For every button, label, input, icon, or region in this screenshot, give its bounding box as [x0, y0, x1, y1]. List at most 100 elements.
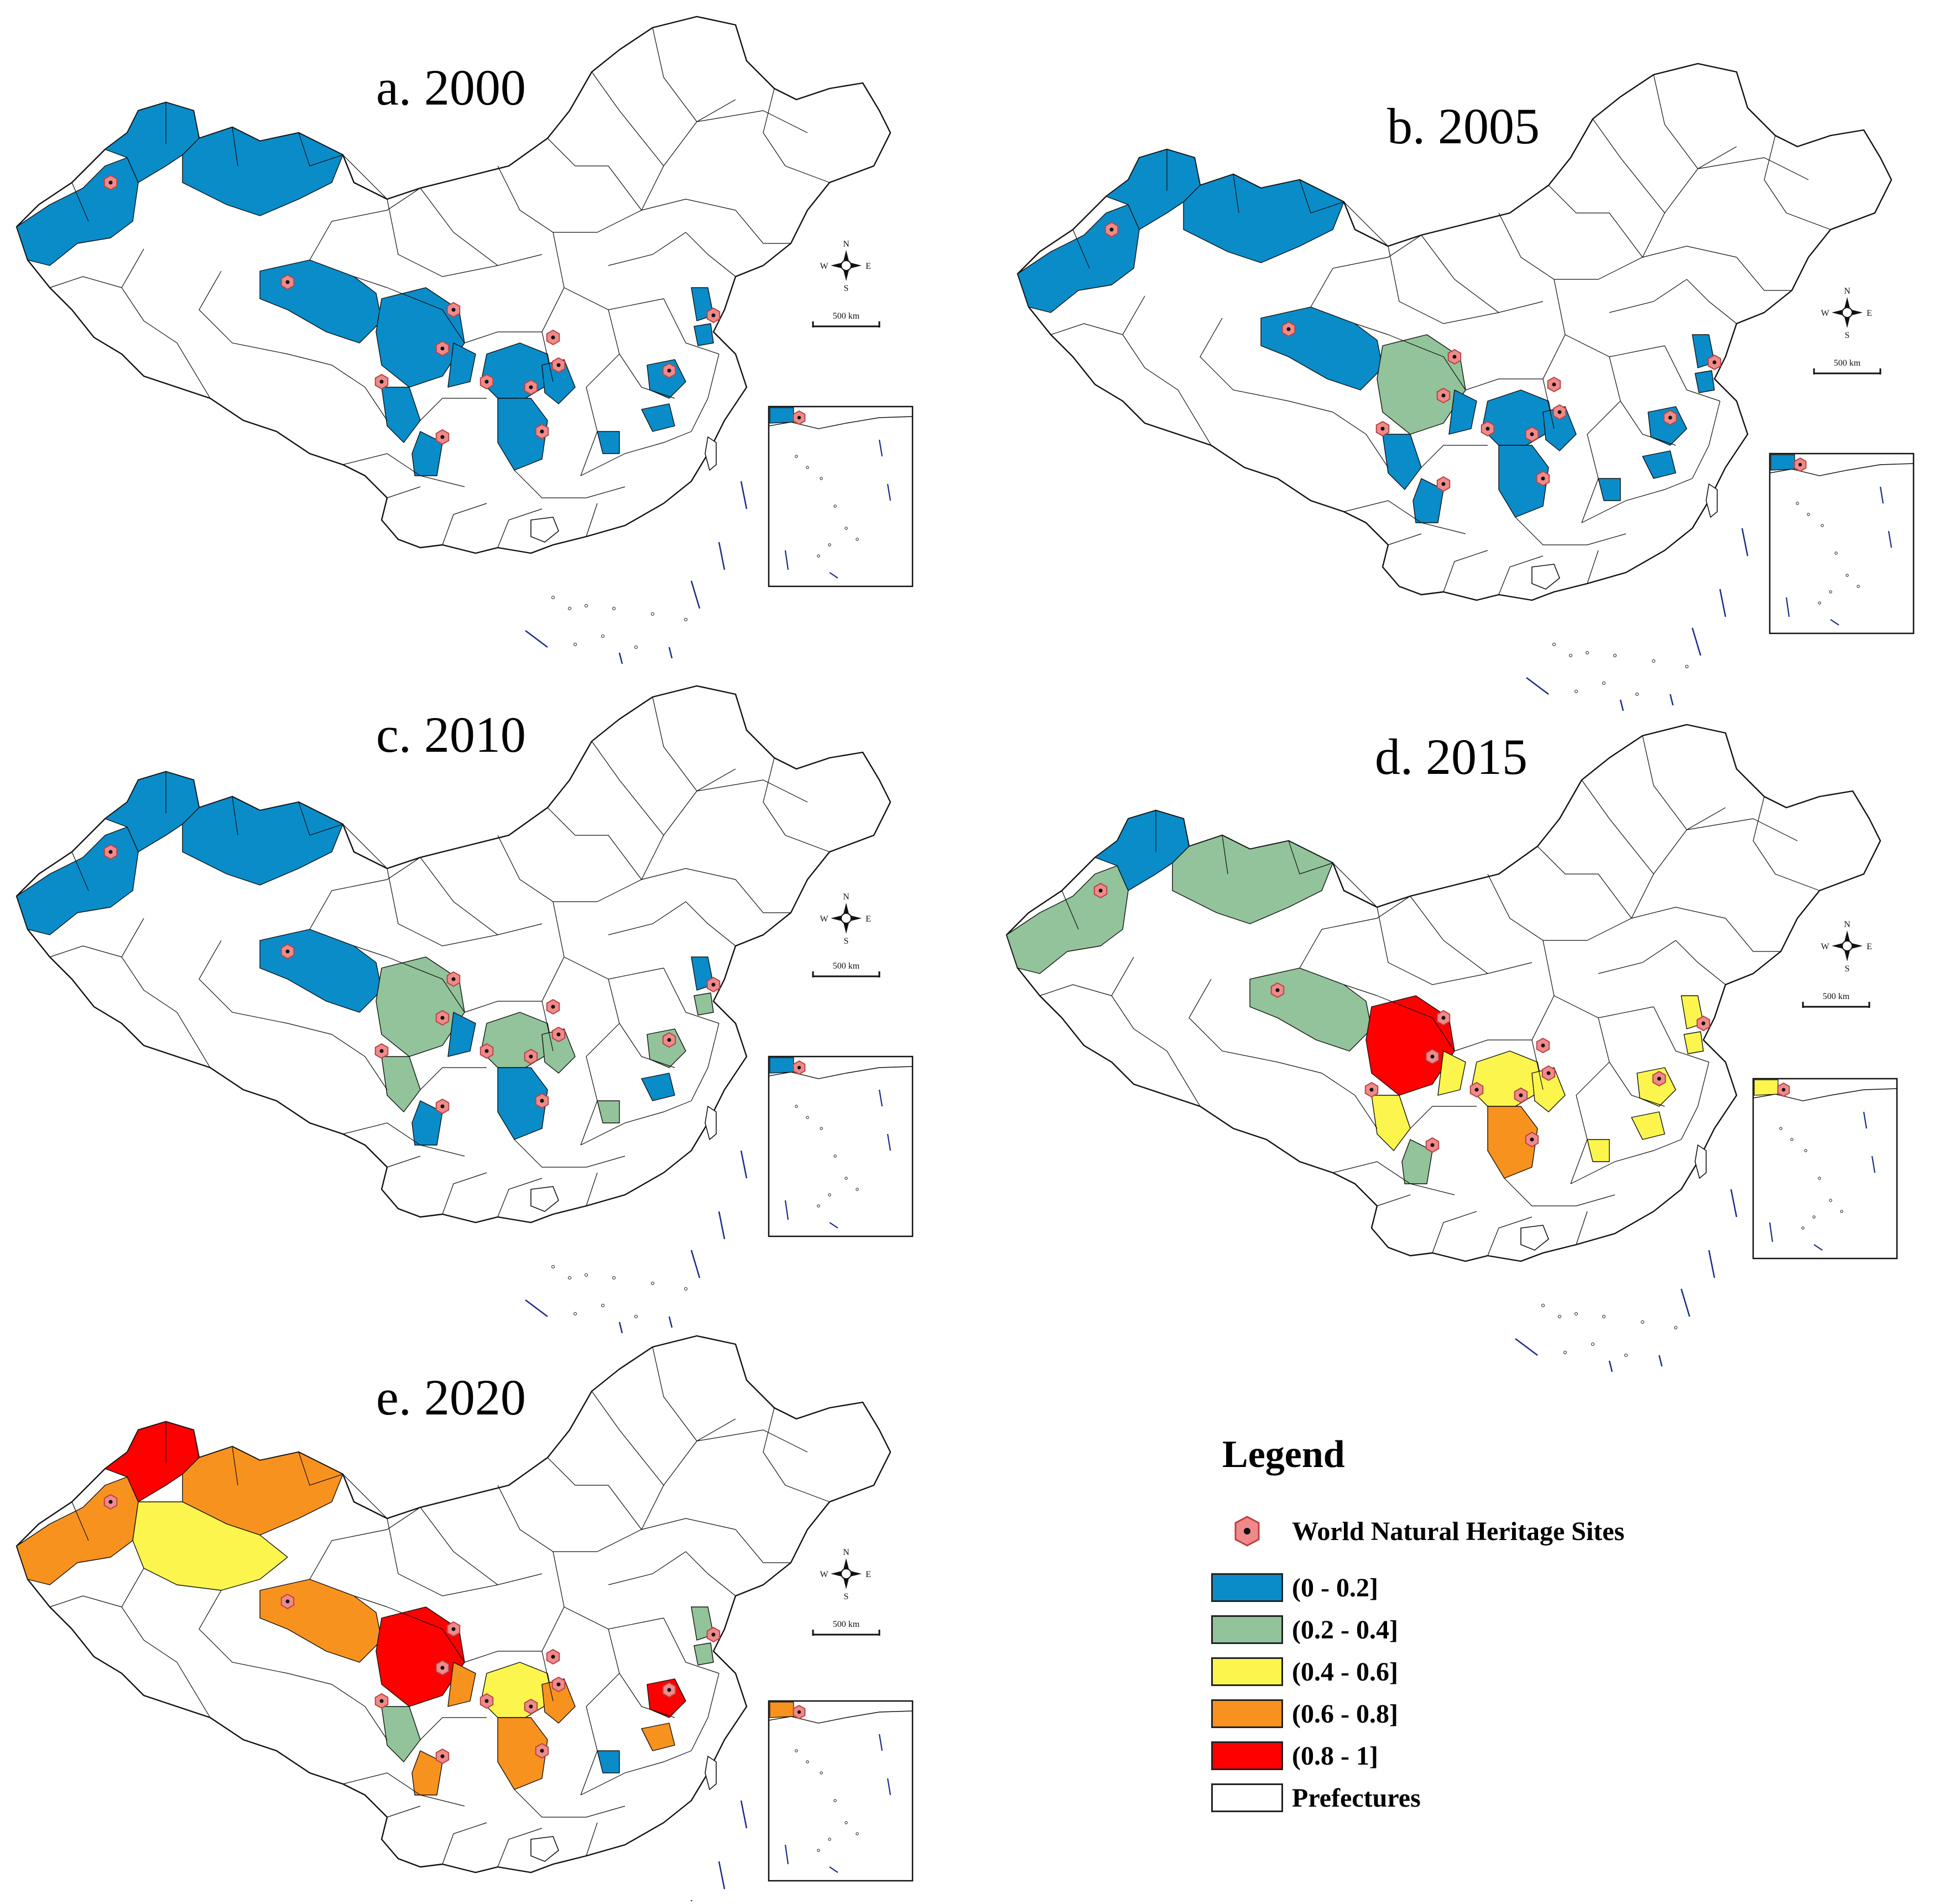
taiwan-outline	[1695, 1144, 1707, 1179]
inset-region	[1770, 454, 1795, 471]
prefecture-boundary	[298, 1452, 343, 1486]
prefecture-boundary	[608, 979, 675, 1068]
heritage-site-marker	[280, 1593, 295, 1610]
compass-label-w: W	[1821, 942, 1829, 951]
panel-title-2020: e. 2020	[376, 1369, 526, 1426]
boundary-dash	[690, 580, 701, 609]
island	[601, 1304, 604, 1307]
prefecture-boundary	[49, 1595, 122, 1608]
island	[1563, 1351, 1567, 1354]
boundary-dash	[1680, 1288, 1691, 1317]
legend-label-class-4: (0.6 - 0.8]	[1292, 1699, 1398, 1729]
prefecture-boundary	[1609, 356, 1676, 446]
prefecture-boundary	[1598, 940, 1676, 974]
heritage-site-marker	[374, 373, 389, 390]
compass-label-s: S	[844, 1592, 849, 1601]
prefecture-boundary	[1725, 918, 1781, 952]
heritage-site-marker	[435, 1748, 450, 1765]
prefecture-boundary	[652, 696, 697, 792]
prefecture-boundary	[1570, 1139, 1682, 1184]
prefecture-boundary	[1515, 517, 1627, 545]
scale-bar: 500 km	[812, 311, 880, 327]
prefecture-boundary	[597, 199, 736, 233]
inset-region	[769, 407, 794, 424]
prefecture-boundary	[1598, 1017, 1665, 1107]
prefecture-boundary	[353, 945, 388, 958]
prefecture-boundary	[1343, 500, 1466, 534]
hainan-outline	[1520, 1225, 1549, 1251]
prefecture-boundary	[514, 1789, 625, 1818]
prefecture-boundary	[497, 835, 597, 902]
region-xj-northeast	[182, 796, 343, 886]
region-guangxi	[597, 431, 620, 454]
prefecture-boundary	[547, 138, 642, 211]
taiwan-outline	[1706, 483, 1718, 518]
heritage-site-marker	[1436, 387, 1451, 404]
north-arrow-icon: N S E W	[820, 240, 870, 293]
region-jiangxi	[647, 359, 686, 399]
prefecture-boundary	[232, 127, 238, 167]
prefecture-boundary	[1653, 74, 1698, 169]
prefecture-boundary	[1736, 257, 1792, 291]
prefecture-boundary	[1537, 846, 1632, 919]
heritage-site-marker	[1425, 1137, 1440, 1153]
prefecture-boundary	[663, 1617, 720, 1674]
prefecture-boundary	[652, 1346, 697, 1442]
prefecture-boundary	[442, 1822, 487, 1865]
prefecture-boundary	[387, 1518, 498, 1596]
heritage-site-marker	[1481, 420, 1495, 437]
boundary-dash	[740, 1150, 748, 1179]
island	[574, 643, 577, 646]
prefecture-boundary	[1299, 179, 1344, 214]
heritage-site-marker	[446, 971, 461, 987]
prefecture-boundary	[735, 210, 791, 244]
island	[1575, 690, 1578, 693]
prefecture-boundary	[1697, 157, 1809, 180]
heritage-site-marker	[435, 429, 450, 445]
heritage-site-marker	[524, 1698, 538, 1715]
prefecture-boundary	[580, 1750, 692, 1796]
prefecture-boundary	[1465, 378, 1543, 391]
compass-label-w: W	[1821, 309, 1829, 318]
region-sichuan-east	[447, 342, 476, 388]
heritage-site-marker	[103, 1494, 118, 1510]
prefecture-boundary	[342, 453, 465, 487]
prefecture-boundary	[591, 71, 664, 167]
legend-swatch-prefectures	[1211, 1783, 1283, 1812]
region-fujian	[641, 1073, 675, 1101]
boundary-dash	[1658, 1355, 1663, 1367]
prefecture-boundary	[497, 1485, 597, 1552]
heritage-site-marker	[1696, 1015, 1711, 1032]
boundary-dash	[1719, 589, 1727, 617]
region-fujian	[641, 403, 675, 432]
heritage-site-marker	[551, 357, 566, 373]
hainan-outline	[1531, 564, 1560, 590]
scale-bar: 500 km	[1802, 992, 1870, 1008]
compass-label-e: E	[866, 914, 871, 924]
region-jiangsu	[694, 1642, 714, 1666]
island	[1685, 665, 1688, 668]
prefecture-boundary	[1592, 118, 1665, 214]
heritage-site-marker	[1375, 420, 1390, 437]
heritage-site-marker	[479, 373, 494, 390]
heritage-site-marker	[546, 1648, 560, 1665]
legend-swatch-class-5	[1211, 1741, 1283, 1770]
prefecture-boundary	[641, 1418, 736, 1530]
prefecture-boundary	[663, 298, 720, 355]
island	[1602, 682, 1605, 685]
compass-label-n: N	[1844, 920, 1850, 929]
prefecture-boundary	[1377, 907, 1488, 985]
prefecture-boundary	[580, 1023, 620, 1146]
prefecture-boundary	[387, 287, 465, 344]
prefecture-boundary	[1222, 835, 1228, 875]
boundary-dash	[690, 1250, 701, 1278]
south-china-sea-inset	[768, 1055, 914, 1237]
prefecture-boundary	[1343, 984, 1378, 996]
island	[1569, 654, 1572, 657]
island	[1624, 1354, 1628, 1357]
heritage-site-marker	[103, 174, 118, 191]
country-outline	[15, 685, 892, 1224]
heritage-site-marker	[1547, 376, 1561, 393]
heritage-site-marker	[1536, 1037, 1550, 1054]
